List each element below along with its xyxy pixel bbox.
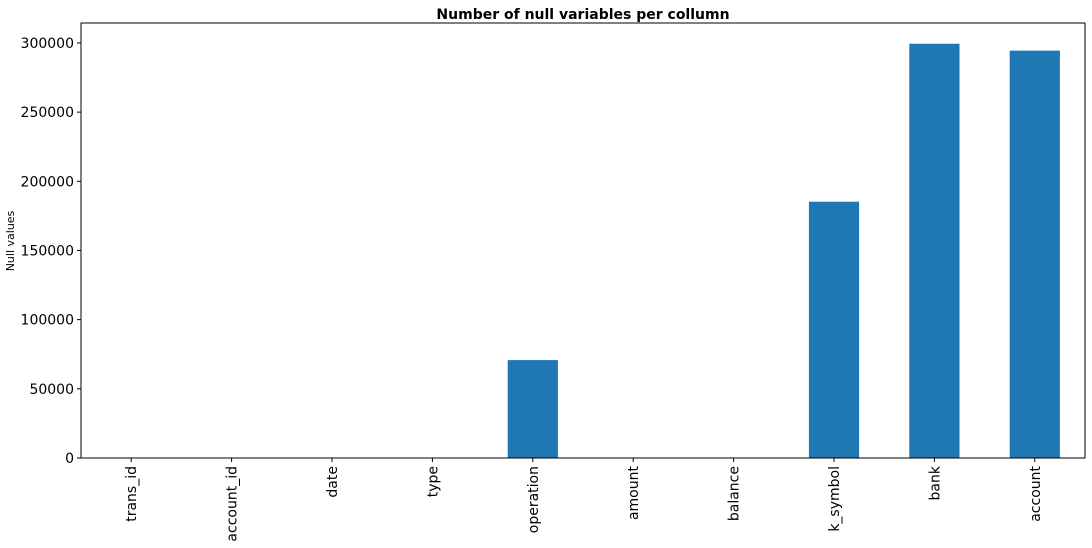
y-tick-label: 300000	[21, 36, 74, 52]
y-tick-label: 100000	[21, 313, 74, 329]
chart-title: Number of null variables per collumn	[436, 7, 729, 23]
x-tick-label-bank: bank	[927, 465, 943, 500]
y-tick-label: 50000	[29, 382, 74, 398]
x-tick-label-date: date	[325, 466, 341, 498]
x-tick-label-amount: amount	[626, 466, 642, 521]
x-tick-label-trans_id: trans_id	[124, 466, 140, 522]
x-tick-label-type: type	[425, 466, 441, 497]
bars-group	[507, 43, 1060, 459]
x-tick-label-operation: operation	[526, 466, 542, 533]
y-tick-label: 200000	[21, 174, 74, 190]
y-axis-label: Null values	[4, 210, 17, 271]
bar-k_symbol	[808, 201, 860, 459]
bar-account	[1009, 50, 1060, 459]
y-tick-label: 0	[65, 451, 74, 467]
x-tick-label-account_id: account_id	[225, 466, 241, 542]
x-tick-label-k_symbol: k_symbol	[827, 466, 843, 532]
x-tick-label-account: account	[1028, 465, 1044, 521]
y-axis-ticks: 0 50000 100000 150000 200000 250000 300000	[21, 36, 81, 467]
bar-operation	[507, 360, 558, 458]
x-tick-label-balance: balance	[727, 466, 743, 521]
x-axis-ticks: trans_id account_id date type operation amoun…	[124, 458, 1044, 542]
y-tick-label: 250000	[21, 105, 74, 121]
plot-frame	[80, 22, 1086, 459]
y-tick-label: 150000	[21, 243, 74, 259]
bar-bank	[909, 43, 960, 459]
